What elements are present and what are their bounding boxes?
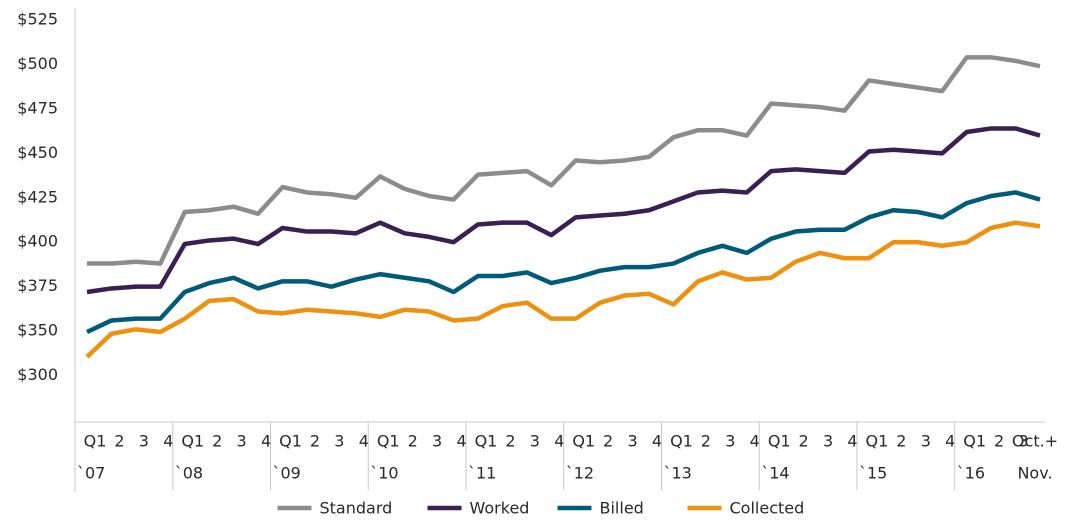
- y-tick-label: $500: [17, 54, 58, 73]
- x-tick-label: Q1: [963, 432, 986, 451]
- x-year-label: `11: [468, 464, 496, 483]
- x-tick-label: 4: [261, 432, 271, 451]
- x-year-label: `10: [370, 464, 398, 483]
- x-tick-label: 3: [530, 432, 540, 451]
- x-tick-label: 3: [1018, 432, 1028, 451]
- x-tick-label: 3: [237, 432, 247, 451]
- x-tick-label: 3: [921, 432, 931, 451]
- y-tick-label: $425: [17, 187, 58, 206]
- legend-label: Worked: [470, 499, 530, 518]
- series-line: [85, 220, 1041, 359]
- x-year-label: `14: [761, 464, 789, 483]
- x-year-label: `16: [957, 464, 985, 483]
- x-tick-label: Q1: [181, 432, 204, 451]
- x-tick-label: 4: [750, 432, 760, 451]
- x-tick-label: Q1: [84, 432, 107, 451]
- x-tick-label: 3: [823, 432, 833, 451]
- x-tick-label: Oct.+: [1012, 432, 1058, 451]
- x-tick-label: 3: [725, 432, 735, 451]
- x-tick-label: 4: [652, 432, 662, 451]
- x-tick-label: 2: [799, 432, 809, 451]
- x-tick-label: 2: [212, 432, 222, 451]
- series-line: [86, 190, 1041, 335]
- x-tick-label: 2: [896, 432, 906, 451]
- x-tick-label: 3: [139, 432, 149, 451]
- x-tick-label: Q1: [866, 432, 889, 451]
- x-year-label: `08: [175, 464, 203, 483]
- x-tick-label: 4: [456, 432, 466, 451]
- x-tick-label: 4: [163, 432, 173, 451]
- x-tick-label: Q1: [572, 432, 595, 451]
- x-tick-label: 2: [994, 432, 1004, 451]
- legend-label: Standard: [320, 499, 393, 518]
- x-year-label: `07: [77, 464, 105, 483]
- x-tick-label: 2: [408, 432, 418, 451]
- legend-label: Billed: [600, 499, 644, 518]
- x-tick-label: 3: [432, 432, 442, 451]
- x-tick-label: 4: [359, 432, 369, 451]
- x-tick-label: Q1: [768, 432, 791, 451]
- series-line: [86, 126, 1041, 295]
- y-tick-label: $300: [17, 365, 58, 384]
- y-tick-label: $400: [17, 232, 58, 251]
- x-year-label: `09: [272, 464, 300, 483]
- y-tick-label: $525: [17, 10, 58, 29]
- x-year-label: Nov.: [1017, 464, 1052, 483]
- x-tick-label: 4: [945, 432, 955, 451]
- x-year-label: `15: [859, 464, 887, 483]
- y-tick-label: $350: [17, 321, 58, 340]
- y-tick-label: $450: [17, 143, 58, 162]
- x-tick-label: Q1: [377, 432, 400, 451]
- legend-label: Collected: [730, 499, 805, 518]
- y-tick-label: $375: [17, 276, 58, 295]
- y-tick-label: $475: [17, 98, 58, 117]
- x-tick-label: 4: [554, 432, 564, 451]
- x-tick-label: 2: [603, 432, 613, 451]
- x-year-label: `12: [566, 464, 594, 483]
- x-tick-label: Q1: [475, 432, 498, 451]
- x-tick-label: 4: [847, 432, 857, 451]
- x-tick-label: 2: [310, 432, 320, 451]
- series-line: [87, 55, 1041, 266]
- x-year-label: `13: [663, 464, 691, 483]
- x-tick-label: Q1: [670, 432, 693, 451]
- x-tick-label: Q1: [279, 432, 302, 451]
- x-tick-label: 2: [505, 432, 515, 451]
- x-tick-label: 3: [627, 432, 637, 451]
- x-tick-label: 2: [701, 432, 711, 451]
- x-tick-label: 3: [334, 432, 344, 451]
- x-tick-label: 2: [114, 432, 124, 451]
